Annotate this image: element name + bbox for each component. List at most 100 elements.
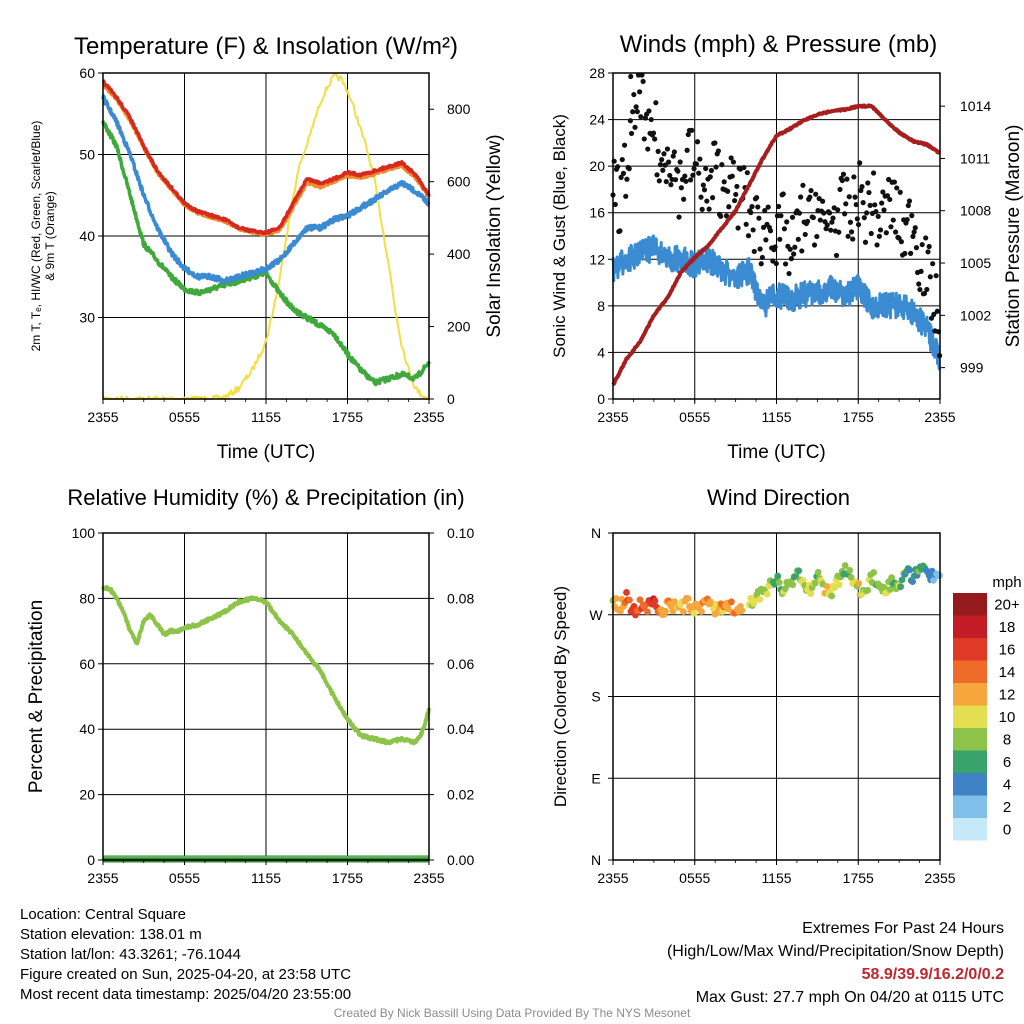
gust-point bbox=[807, 194, 813, 200]
gust-point bbox=[619, 156, 625, 163]
gust-point bbox=[888, 224, 894, 230]
winds-gridlines bbox=[694, 73, 859, 399]
gust-point bbox=[648, 116, 654, 123]
direction-ylabel: Direction (Colored By Speed) bbox=[551, 586, 570, 807]
gust-point bbox=[765, 204, 771, 210]
gust-point bbox=[860, 200, 866, 206]
gust-point bbox=[735, 225, 741, 231]
colorbar-label: 2 bbox=[1003, 799, 1011, 816]
humidity-xtick-label: 0555 bbox=[169, 870, 200, 886]
gust-point-max bbox=[628, 73, 634, 80]
gust-point bbox=[634, 109, 640, 115]
gust-point bbox=[725, 188, 731, 194]
gust-point bbox=[660, 167, 666, 173]
gust-point bbox=[845, 233, 851, 239]
gust-point bbox=[875, 213, 881, 220]
gust-point bbox=[874, 242, 880, 248]
gust-point bbox=[729, 173, 735, 179]
temperature-title: Temperature (F) & Insolation (W/m²) bbox=[74, 33, 458, 60]
gust-point bbox=[904, 216, 910, 223]
gust-point bbox=[670, 153, 676, 159]
gust-point bbox=[905, 202, 911, 209]
gust-point bbox=[850, 236, 856, 242]
colorbar-label: 4 bbox=[1003, 776, 1011, 793]
gust-point bbox=[910, 233, 916, 239]
direction-point bbox=[684, 595, 692, 602]
gust-point bbox=[741, 164, 747, 171]
direction-point bbox=[841, 562, 849, 569]
direction-xtick-label: 0555 bbox=[679, 870, 710, 886]
gust-point bbox=[781, 226, 788, 232]
gust-point bbox=[646, 108, 652, 114]
temperature-ylabel-line2: & 9m T (Orange) bbox=[43, 191, 57, 281]
gust-point bbox=[655, 148, 661, 154]
gust-point bbox=[928, 315, 935, 321]
gust-point bbox=[916, 281, 922, 287]
gust-point bbox=[887, 196, 893, 203]
gust-point bbox=[707, 174, 713, 180]
insolation-ylabel: Solar Insolation (Yellow) bbox=[484, 134, 505, 337]
gust-point bbox=[626, 166, 632, 172]
gust-point bbox=[840, 171, 847, 177]
winds-xtick-label: 2355 bbox=[597, 409, 628, 425]
gust-point bbox=[789, 214, 796, 220]
humidity-xtick-label: 1155 bbox=[251, 870, 281, 886]
gust-point bbox=[618, 174, 624, 180]
direction-point bbox=[698, 608, 705, 615]
gust-point bbox=[927, 274, 933, 280]
direction-point bbox=[807, 590, 815, 598]
humidity-ytick-label: 40 bbox=[79, 721, 95, 737]
gust-point bbox=[668, 182, 674, 188]
direction-point bbox=[814, 568, 822, 576]
gust-point bbox=[682, 173, 688, 179]
gust-point bbox=[678, 185, 684, 191]
direction-point bbox=[789, 581, 797, 589]
gust-point bbox=[778, 213, 784, 219]
gust-point bbox=[713, 164, 719, 170]
gust-point bbox=[672, 177, 679, 183]
gust-point bbox=[934, 308, 940, 314]
gust-point bbox=[917, 286, 923, 293]
gust-point bbox=[795, 236, 801, 242]
extremes-values: 58.9/39.9/16.2/0/0.2 bbox=[861, 966, 1004, 983]
gust-point bbox=[638, 114, 644, 120]
gust-point bbox=[894, 185, 900, 191]
gust-point bbox=[719, 162, 725, 168]
gust-point bbox=[918, 268, 924, 274]
direction-point bbox=[823, 583, 831, 590]
gust-point bbox=[811, 242, 818, 248]
gust-point bbox=[777, 236, 783, 242]
max-gust-text: Max Gust: 27.7 mph On 04/20 at 0115 UTC bbox=[695, 989, 1004, 1006]
winds-ytick-label: 12 bbox=[589, 251, 605, 267]
winds-xtick-label: 2355 bbox=[924, 409, 955, 425]
gust-point bbox=[728, 155, 734, 161]
insolation-ytick-label: 600 bbox=[447, 174, 471, 190]
gust-point bbox=[732, 197, 738, 204]
gust-point bbox=[681, 196, 687, 202]
gust-point bbox=[784, 219, 790, 225]
gust-point bbox=[780, 191, 786, 197]
gust-point bbox=[684, 147, 690, 153]
gust-point bbox=[633, 104, 639, 110]
gust-point bbox=[912, 225, 918, 231]
gust-point bbox=[909, 213, 915, 219]
colorbar-swatch bbox=[953, 773, 987, 796]
gust-point bbox=[730, 159, 737, 165]
gust-point bbox=[923, 235, 929, 241]
gust-point bbox=[683, 178, 689, 184]
gust-point bbox=[902, 250, 908, 257]
gust-point bbox=[859, 184, 865, 190]
winds-xtick-label: 1155 bbox=[761, 409, 791, 425]
gust-point bbox=[759, 254, 765, 261]
gust-point bbox=[733, 191, 739, 198]
relative-humidity-line bbox=[101, 585, 431, 746]
gust-point bbox=[847, 219, 854, 225]
gust-point bbox=[751, 248, 757, 255]
gust-point bbox=[913, 245, 920, 251]
gust-point bbox=[787, 246, 793, 252]
gust-point bbox=[661, 151, 667, 157]
gust-point bbox=[627, 118, 633, 124]
colorbar-swatch bbox=[953, 818, 987, 841]
gust-point bbox=[880, 189, 886, 195]
gust-point bbox=[931, 311, 937, 318]
